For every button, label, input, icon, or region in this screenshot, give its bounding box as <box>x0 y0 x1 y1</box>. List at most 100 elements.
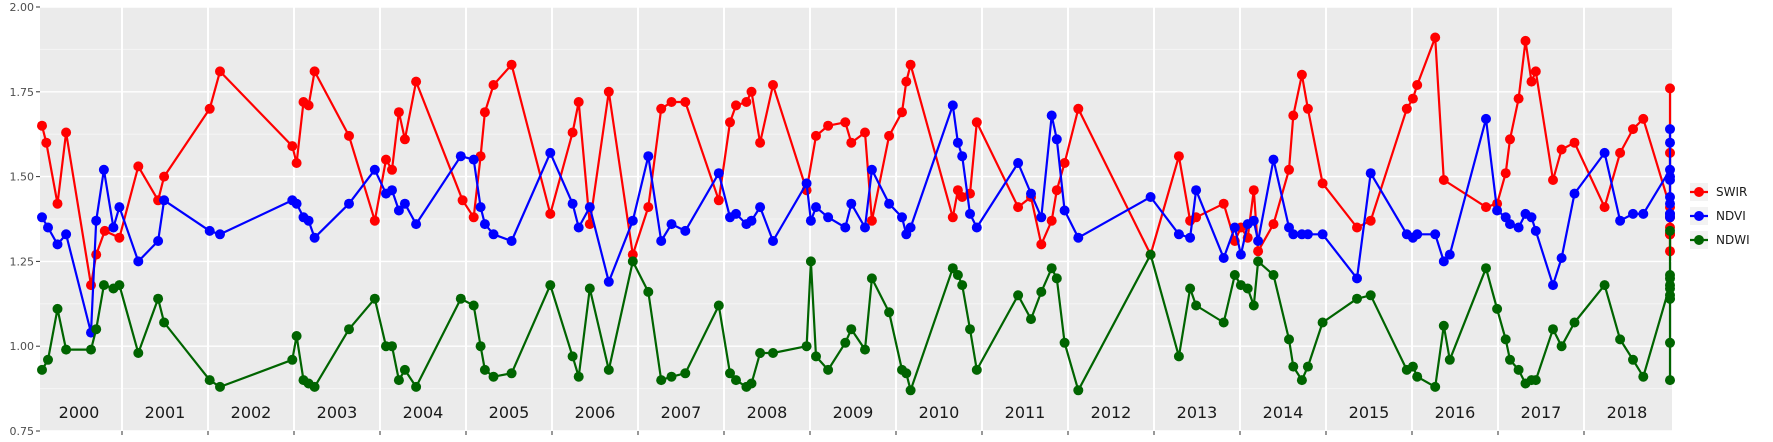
legend-label: SWIR <box>1716 185 1747 199</box>
year-label: 2017 <box>1521 403 1562 422</box>
ndwi-point <box>567 351 578 362</box>
ndwi-point <box>291 331 302 341</box>
swir-point <box>603 86 614 97</box>
swir-point <box>215 66 225 77</box>
ndvi-point <box>387 185 397 196</box>
swir-point <box>1599 202 1610 213</box>
swir-point <box>369 215 380 226</box>
year-label: 2009 <box>833 403 874 422</box>
ndwi-point <box>1412 371 1423 382</box>
ndwi-point <box>627 256 638 267</box>
ndvi-point <box>860 222 870 233</box>
ndwi-point <box>731 375 741 386</box>
ndwi-point <box>393 375 404 386</box>
swir-point <box>1288 110 1299 121</box>
ndwi-point <box>475 341 486 352</box>
swir-point <box>666 97 677 107</box>
swir-point <box>1638 113 1649 124</box>
ndvi-point <box>108 222 119 233</box>
swir-point <box>133 161 144 172</box>
swir-point <box>159 171 170 182</box>
ndvi-point <box>1365 168 1376 179</box>
swir-point <box>204 103 215 114</box>
ndvi-point <box>1268 154 1279 165</box>
ndvi-point <box>811 202 821 213</box>
ndwi-point <box>768 348 778 358</box>
ndwi-point <box>905 385 916 396</box>
swir-point <box>1438 175 1449 185</box>
ndvi-point <box>1059 205 1070 216</box>
ndwi-point <box>1628 354 1638 365</box>
swir-point <box>1036 239 1047 250</box>
ndwi-point <box>755 348 766 358</box>
swir-point <box>1520 35 1531 46</box>
ndvi-point <box>411 219 422 230</box>
swir-point <box>846 137 857 148</box>
swir-point <box>947 212 958 223</box>
ndvi-point <box>1638 208 1649 219</box>
ndvi-point <box>479 219 490 230</box>
swir-point <box>1615 147 1626 158</box>
ndvi-point <box>840 222 851 233</box>
ndwi-point <box>506 368 517 379</box>
ndvi-point <box>1145 192 1156 202</box>
y-tick-label: 1.25 <box>10 255 35 268</box>
swir-point <box>1556 144 1567 155</box>
ndvi-point <box>159 195 170 206</box>
ndwi-point <box>468 300 479 311</box>
ndvi-point <box>1505 219 1515 230</box>
ndvi-point <box>731 208 741 219</box>
ndwi-point <box>369 293 380 304</box>
swir-point <box>37 120 47 131</box>
ndvi-point <box>1248 215 1259 226</box>
swir-point <box>86 280 96 291</box>
ndvi-point <box>656 236 667 246</box>
ndvi-point <box>1026 188 1036 199</box>
ndwi-point <box>1665 225 1675 236</box>
swir-point <box>114 232 125 243</box>
ndwi-point <box>965 324 975 335</box>
ndvi-point <box>303 215 314 226</box>
ndvi-point <box>399 198 410 209</box>
swir-point <box>99 225 110 236</box>
swir-point <box>468 212 479 223</box>
y-tick-label: 1.50 <box>10 171 35 184</box>
ndvi-point <box>755 202 766 213</box>
legend-key-point <box>1694 235 1704 245</box>
ndwi-point <box>1365 290 1376 301</box>
ndvi-point <box>98 164 109 175</box>
ndwi-point <box>1145 249 1156 260</box>
ndwi-point <box>811 351 821 362</box>
swir-point <box>901 76 912 87</box>
y-tick-label: 0.75 <box>10 425 35 438</box>
ndvi-point <box>1051 134 1062 145</box>
ndvi-point <box>1173 229 1184 240</box>
swir-point <box>393 107 404 118</box>
ndwi-point <box>1556 341 1567 352</box>
swir-point <box>584 219 595 230</box>
swir-point <box>52 198 63 209</box>
ndwi-point <box>801 341 812 352</box>
swir-point <box>291 158 302 168</box>
ndvi-point <box>133 256 144 267</box>
legend-label: NDWI <box>1716 233 1750 247</box>
ndwi-point <box>1051 273 1062 284</box>
y-axis: 0.75 1.00 1.25 1.50 1.75 2.00 <box>10 1 40 438</box>
year-label: 2012 <box>1091 403 1132 422</box>
swir-point <box>1628 124 1638 135</box>
swir-point <box>506 59 517 70</box>
ndwi-point <box>1352 293 1362 304</box>
ndwi-point <box>204 375 215 386</box>
ndvi-point <box>1481 113 1491 124</box>
swir-point <box>1046 215 1057 226</box>
swir-point <box>1051 185 1062 196</box>
swir-point <box>884 130 895 141</box>
swir-point <box>713 195 724 206</box>
ndvi-point <box>1317 229 1328 240</box>
swir-point <box>905 59 916 70</box>
year-label: 2005 <box>489 403 530 422</box>
ndwi-point <box>399 364 410 375</box>
swir-point <box>41 137 52 148</box>
ndwi-point <box>1481 263 1491 274</box>
ndvi-point <box>1665 175 1675 185</box>
